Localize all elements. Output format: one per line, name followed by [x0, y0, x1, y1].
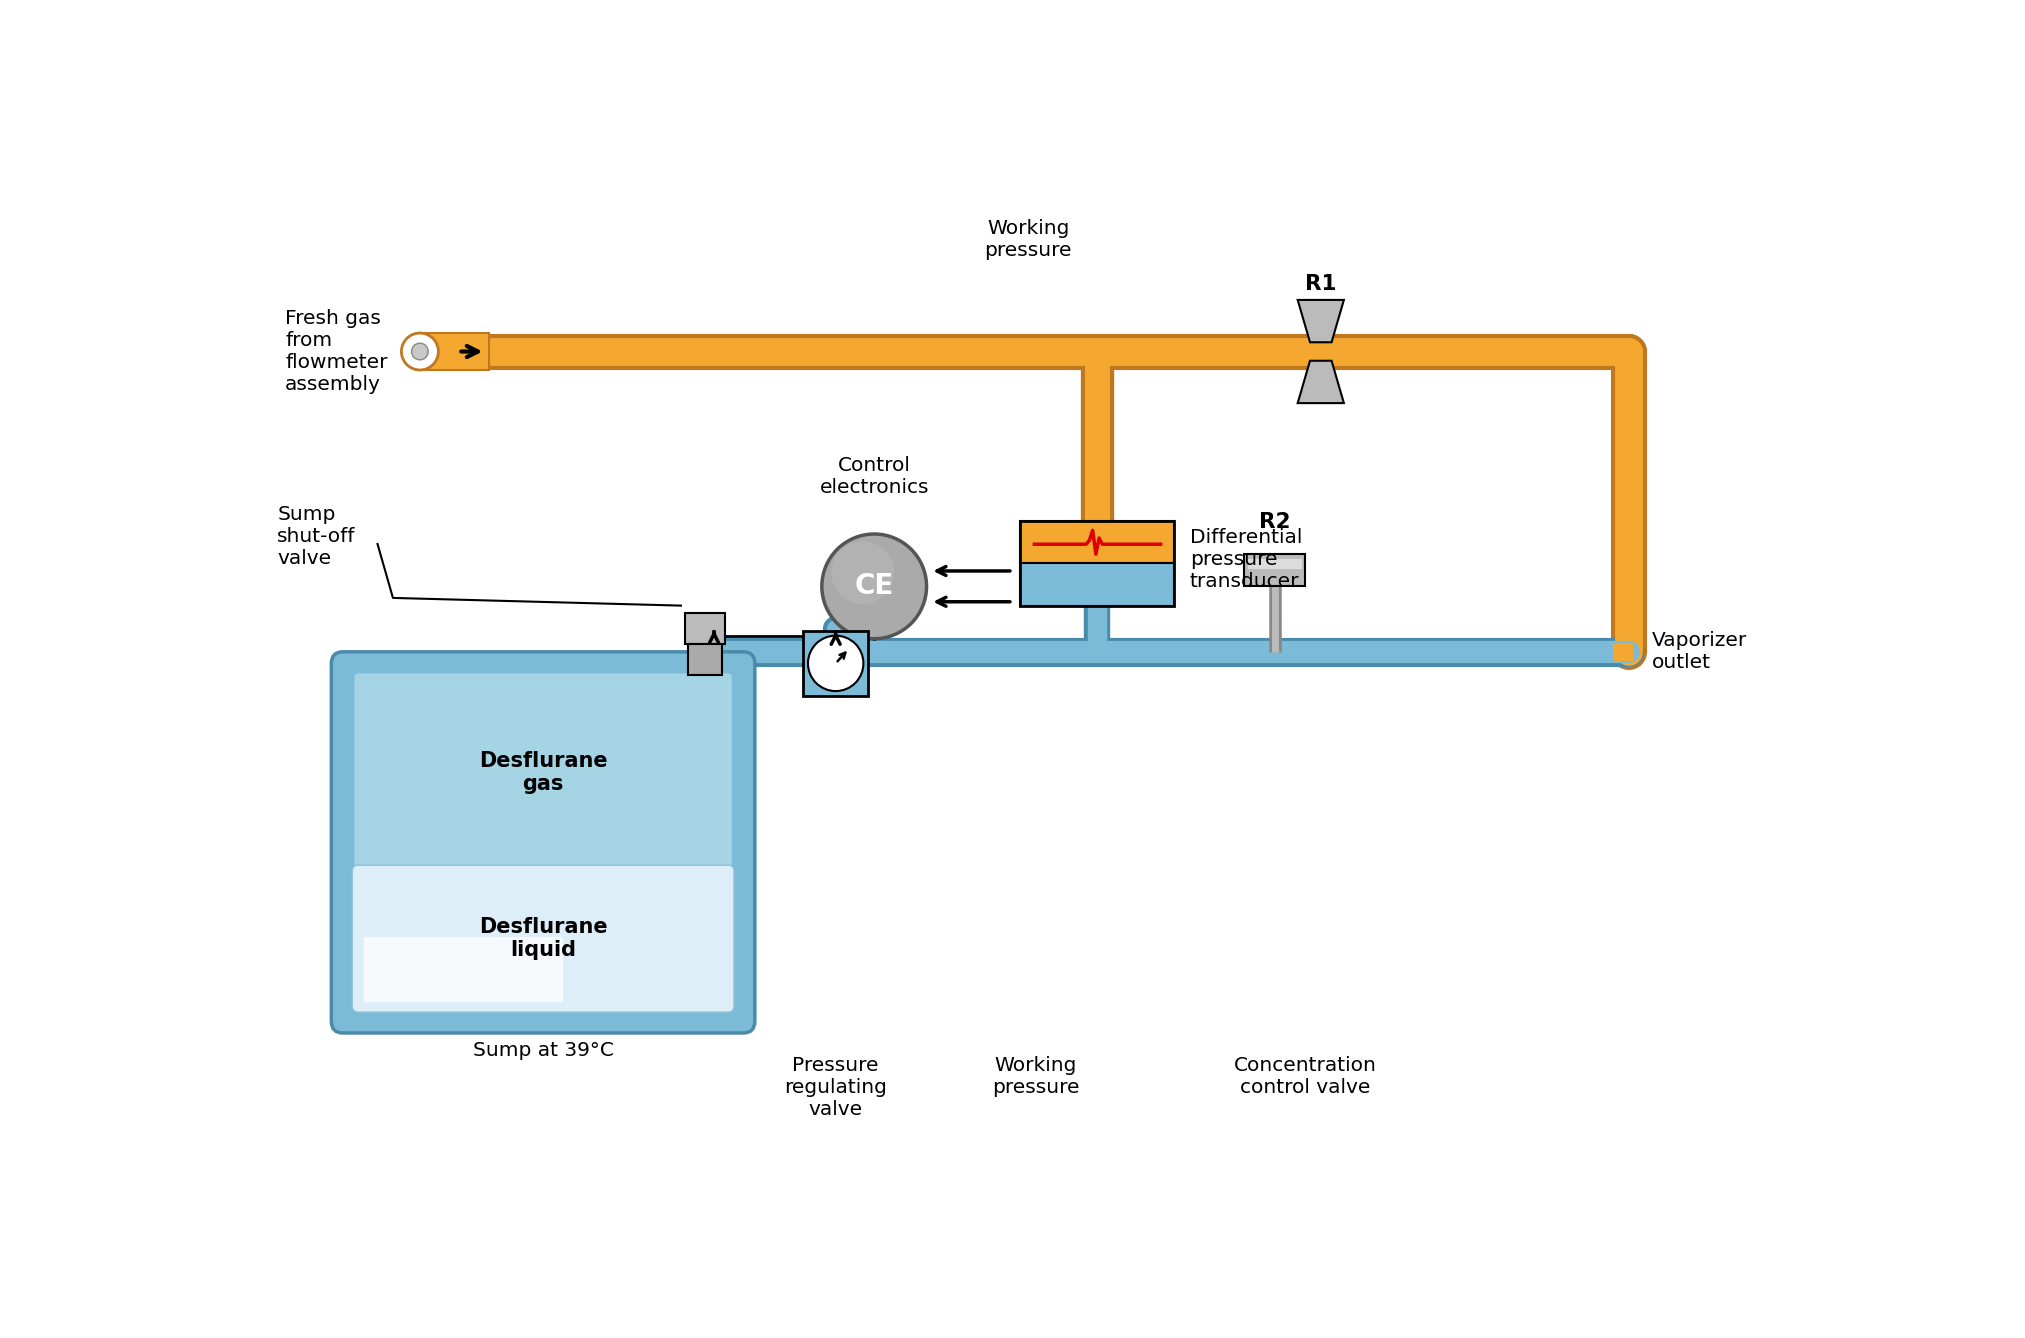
Text: Working
pressure: Working pressure: [992, 1056, 1079, 1097]
Text: Vaporizer
outlet: Vaporizer outlet: [1652, 632, 1748, 672]
FancyBboxPatch shape: [1614, 642, 1632, 661]
Polygon shape: [1298, 300, 1345, 343]
Text: Desflurane
gas: Desflurane gas: [478, 751, 608, 793]
Text: R1: R1: [1304, 274, 1337, 294]
Bar: [1021, 520, 1174, 563]
Text: Control
electronics: Control electronics: [820, 456, 929, 496]
Bar: [419, 333, 490, 371]
Text: Differential
pressure
transducer: Differential pressure transducer: [1191, 529, 1302, 591]
Circle shape: [411, 344, 427, 360]
Bar: [688, 644, 721, 674]
Bar: [1021, 563, 1174, 606]
Bar: [1021, 520, 1174, 606]
FancyBboxPatch shape: [354, 673, 731, 871]
Circle shape: [401, 333, 437, 371]
Text: Pressure
regulating
valve: Pressure regulating valve: [784, 1056, 887, 1119]
FancyBboxPatch shape: [364, 937, 563, 1002]
Text: Desflurane
liquid: Desflurane liquid: [478, 917, 608, 961]
Circle shape: [830, 541, 895, 603]
Bar: [684, 613, 725, 644]
Text: Working
pressure: Working pressure: [984, 219, 1071, 261]
Text: R2: R2: [1260, 512, 1290, 533]
Text: Concentration
control valve: Concentration control valve: [1233, 1056, 1377, 1097]
FancyBboxPatch shape: [332, 652, 755, 1033]
Polygon shape: [1298, 361, 1345, 403]
Bar: [1243, 554, 1306, 586]
Text: Sump at 39°C: Sump at 39°C: [472, 1041, 614, 1060]
Circle shape: [808, 636, 863, 692]
FancyBboxPatch shape: [352, 866, 733, 1012]
Text: Fresh gas
from
flowmeter
assembly: Fresh gas from flowmeter assembly: [286, 309, 387, 393]
Bar: [804, 630, 869, 696]
Circle shape: [822, 534, 927, 638]
Text: Sump
shut-off
valve: Sump shut-off valve: [277, 504, 356, 567]
Text: CE: CE: [855, 573, 893, 601]
Bar: [1247, 559, 1302, 569]
